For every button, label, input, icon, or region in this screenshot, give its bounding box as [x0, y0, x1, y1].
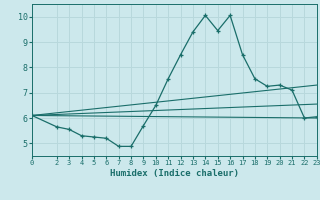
X-axis label: Humidex (Indice chaleur): Humidex (Indice chaleur) [110, 169, 239, 178]
